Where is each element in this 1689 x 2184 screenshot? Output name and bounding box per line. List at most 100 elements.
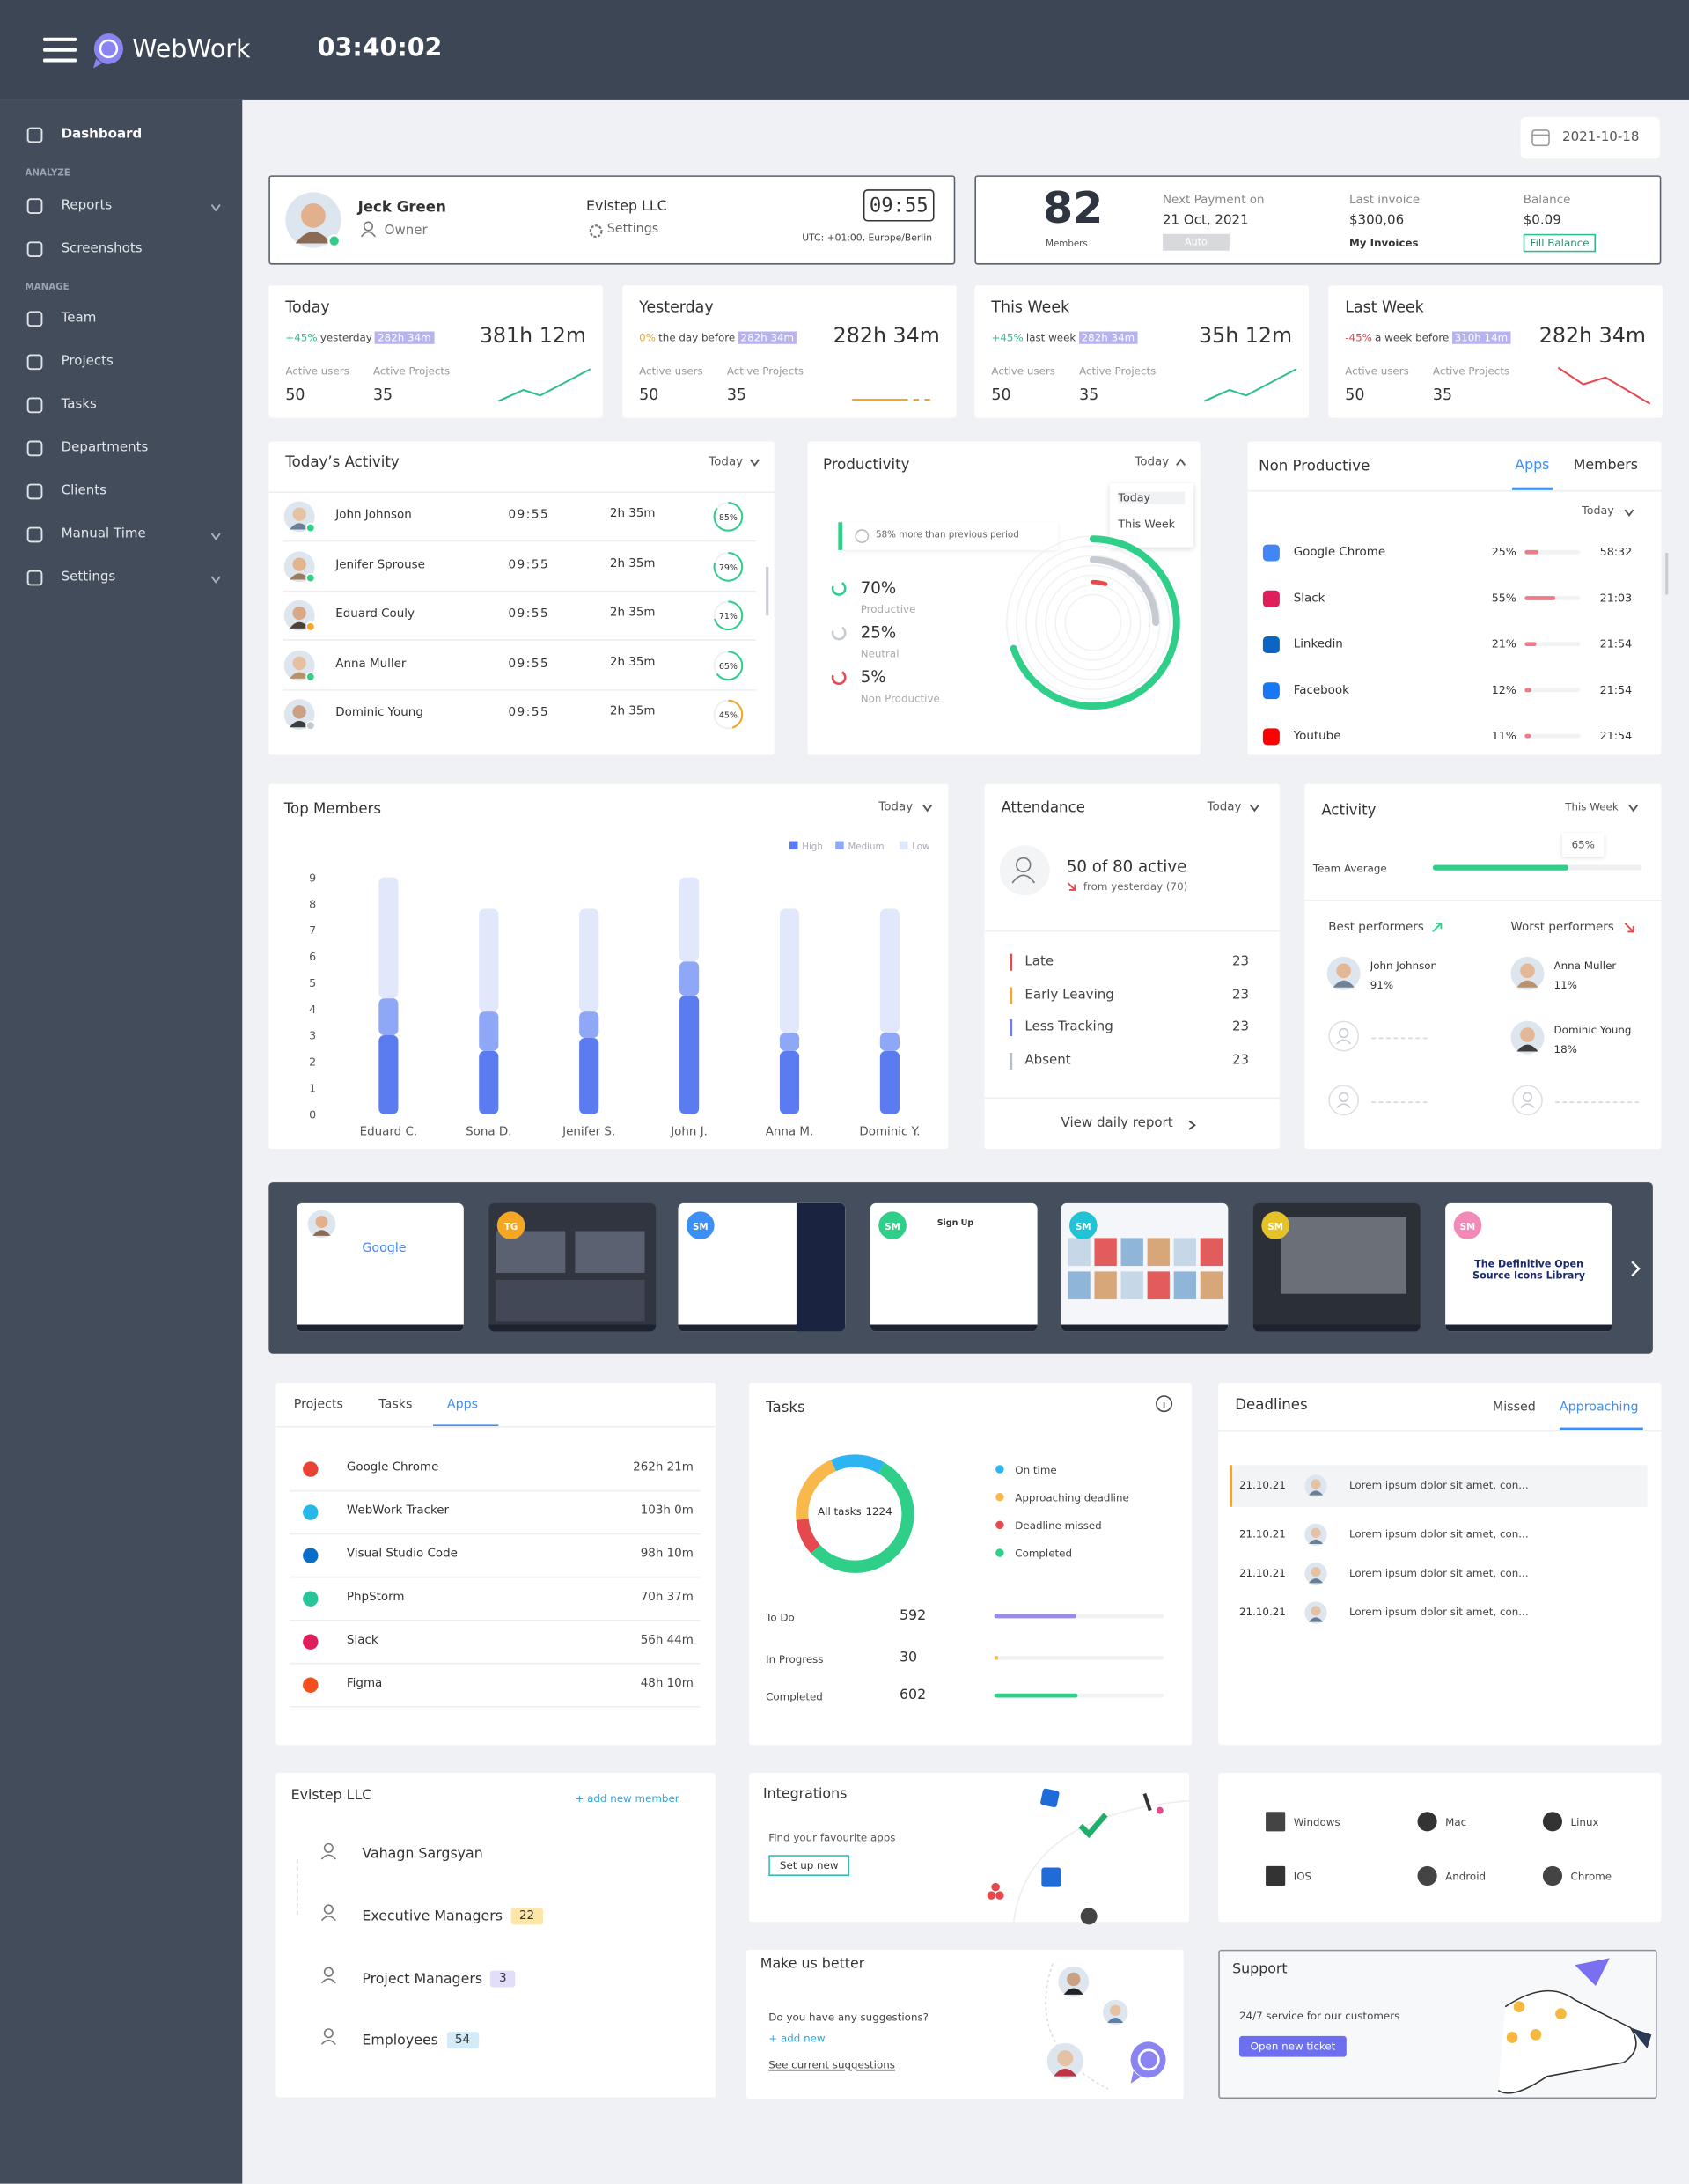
chevron-line [210,576,221,584]
screenshot-thumbnail[interactable]: TG [488,1202,657,1332]
deadline-text[interactable]: Lorem ipsum dolor sit amet, con... [1348,1527,1529,1541]
suggestions-link[interactable]: See current suggestions [768,2058,895,2071]
screenshot-thumbnail[interactable]: SM [1061,1202,1229,1332]
settings-link[interactable]: Settings [606,223,659,237]
app-time: 262h 21m [633,1460,694,1475]
status-bar [1009,1052,1012,1070]
y-tick-label: 9 [309,871,316,884]
filter[interactable]: Today [1582,504,1614,517]
screenshot-thumbnail[interactable]: SM [678,1202,846,1332]
app-percent: 25% [1491,546,1516,559]
next-arrow[interactable] [1631,1261,1642,1277]
y-tick-label: 3 [309,1029,316,1042]
badge-text: SM [1460,1222,1476,1232]
app-name: Visual Studio Code [346,1547,458,1562]
bar-segment [679,877,700,962]
sparkline [1557,366,1651,405]
status-dot [305,621,316,632]
logo-clock [99,39,119,59]
user-icon [360,221,377,238]
icon-arc [831,671,847,686]
icon-bg [999,845,1050,896]
tab[interactable]: Apps [1515,458,1550,474]
fill-balance-button[interactable]: Fill Balance [1523,233,1597,253]
deadline-text[interactable]: Lorem ipsum dolor sit amet, con... [1348,1606,1529,1619]
tab[interactable]: Members [1573,458,1639,474]
nav-item[interactable]: Tasks [61,396,97,413]
deadline-text[interactable]: Lorem ipsum dolor sit amet, con... [1348,1566,1529,1580]
nav-item[interactable]: Dashboard [61,126,143,143]
report-link[interactable]: View daily report [1061,1115,1173,1131]
filter[interactable]: Today [878,800,914,815]
screenshot-thumbnail[interactable]: SM [1252,1202,1421,1332]
down-arrow [1624,923,1634,933]
platform-icon [1542,1812,1563,1832]
nav-item[interactable]: Departments [61,439,149,456]
chevron [1628,804,1639,813]
tab[interactable]: Projects [293,1398,343,1413]
gear [589,224,603,239]
icon-body [320,2039,336,2045]
compare: yesterday [319,331,372,344]
sparkline [852,399,939,401]
stat-total: 282h 34m [833,323,940,349]
menu-icon[interactable] [43,37,77,63]
invoices-link[interactable]: My Invoices [1348,236,1419,250]
stat-card: Today +45% yesterday 282h 34m 381h 12m Active… [268,285,604,418]
user-icon [320,1904,336,1922]
screenshot-thumbnail[interactable]: Google [296,1202,464,1332]
dropdown-option[interactable]: This Week [1118,518,1175,531]
sparkline [497,368,591,402]
legend-dot [995,1548,1004,1557]
nav-item[interactable]: Reports [61,196,113,213]
tab[interactable]: Approaching [1559,1401,1639,1416]
avatar-face [1311,1527,1321,1538]
billing-value: $0.09 [1523,213,1561,229]
filter[interactable]: Today [709,455,744,470]
avatar [283,650,316,681]
ticket-button[interactable]: Open new ticket [1239,2035,1347,2057]
nav-item[interactable]: Clients [61,482,106,499]
divider [290,1619,701,1621]
nav-item[interactable]: Screenshots [61,239,143,256]
bar-fill [994,1693,1078,1698]
nav-item[interactable]: Manual Time [61,526,146,542]
tab[interactable]: Tasks [378,1398,413,1413]
x-tick-label: Jenifer S. [562,1125,615,1138]
from-yesterday: from yesterday (70) [1083,879,1188,893]
deadlines-card: Deadlines Missed Approaching 21.10.21 Lorem … [1218,1382,1662,1746]
pattern-dot [1513,2001,1525,2013]
avatar-placeholder [1512,1085,1543,1116]
feedback-card: Make us better Do you have any suggestion… [745,1949,1184,2099]
arrow [1432,922,1443,933]
nav-item[interactable]: Team [61,310,97,327]
screenshot-thumbnail[interactable]: SM Sign Up [870,1202,1038,1332]
avatar-face [292,705,306,719]
apps-card: Projects Tasks Apps Google Chrome 262h 21m We… [275,1382,716,1746]
deadline-text[interactable]: Lorem ipsum dolor sit amet, con... [1348,1479,1529,1492]
filter[interactable]: This Week [1565,800,1619,813]
filter[interactable]: Today [1135,455,1170,470]
tab[interactable]: Missed [1492,1401,1536,1416]
date-picker[interactable]: 2021-10-18 [1520,116,1660,159]
divider [268,491,775,494]
screenshot-thumbnail[interactable]: SM The Definitive Open Source Icons Libra… [1445,1202,1612,1332]
avatar-body [289,720,310,728]
avatar [1058,1966,1090,1997]
placeholder-ring [1328,1020,1360,1052]
productivity-icon [831,582,847,596]
nav-item[interactable]: Projects [61,353,114,370]
group-name: Executive Managers [362,1908,503,1924]
add-member[interactable]: + add new member [575,1792,679,1805]
filter[interactable]: Today [1207,800,1242,815]
setup-button[interactable]: Set up new [768,1855,850,1876]
tab[interactable]: Apps [446,1398,479,1413]
group-row: Executive Managers 22 [362,1908,543,1925]
member-time: 09:55 [508,557,550,572]
chevron [922,804,933,813]
nav-item[interactable]: Settings [61,570,116,585]
add-suggestion[interactable]: + add new [768,2032,826,2045]
dropdown-option[interactable]: Today [1118,491,1186,504]
card-title: Non Productive [1259,458,1370,475]
stat-title: Yesterday [639,298,714,317]
